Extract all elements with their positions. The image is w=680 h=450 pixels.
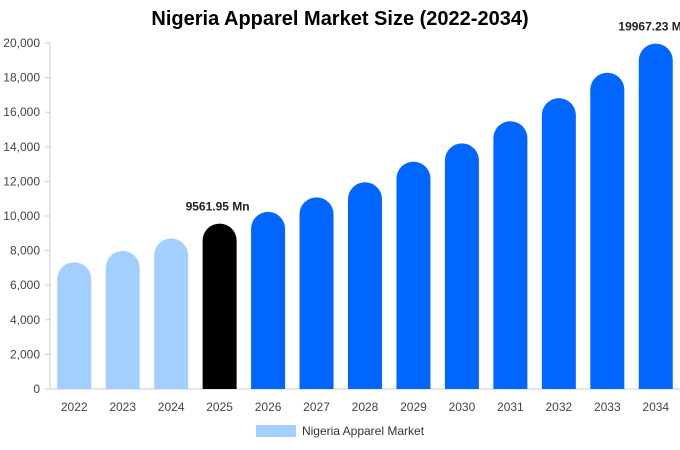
x-tick-label: 2030 (449, 400, 476, 414)
bar-2028 (348, 182, 382, 389)
bar-2023 (105, 250, 140, 389)
y-tick-label: 12,000 (3, 174, 40, 188)
x-tick-label: 2028 (352, 400, 379, 414)
x-tick-label: 2029 (400, 400, 427, 414)
bar-2030 (444, 143, 479, 389)
data-label-2025: 9561.95 Mn (186, 200, 250, 214)
x-tick-label: 2023 (109, 400, 136, 414)
y-tick-label: 8,000 (10, 244, 40, 258)
bar-2034 (638, 43, 673, 389)
data-label-2034: 19967.23 Mn (618, 20, 680, 34)
x-tick-label: 2032 (545, 400, 572, 414)
bar-2027 (299, 197, 334, 389)
y-tick-label: 0 (33, 382, 40, 396)
y-tick-label: 6,000 (10, 278, 40, 292)
x-tick-label: 2031 (497, 400, 524, 414)
y-tick-label: 10,000 (3, 209, 40, 223)
y-tick-label: 4,000 (10, 313, 40, 327)
bar-2022 (57, 262, 92, 389)
x-tick-label: 2022 (61, 400, 88, 414)
legend-swatch (255, 425, 296, 437)
x-tick-label: 2027 (303, 400, 330, 414)
x-tick-label: 2024 (158, 400, 185, 414)
bar-2033 (590, 72, 625, 390)
y-tick-label: 16,000 (3, 105, 40, 119)
legend: Nigeria Apparel Market (0, 424, 680, 438)
x-tick-label: 2025 (206, 400, 233, 414)
y-tick-label: 18,000 (3, 71, 40, 85)
x-tick-label: 2033 (594, 400, 621, 414)
y-tick-label: 20,000 (3, 36, 40, 50)
bar-2029 (396, 161, 431, 389)
bar-2026 (251, 211, 286, 389)
legend-label: Nigeria Apparel Market (301, 424, 425, 438)
bar-2032 (541, 98, 576, 389)
x-tick-label: 2034 (642, 400, 669, 414)
chart-title: Nigeria Apparel Market Size (2022-2034) (151, 8, 529, 30)
bar-2031 (493, 121, 528, 390)
x-tick-label: 2026 (255, 400, 282, 414)
y-tick-label: 14,000 (3, 140, 40, 154)
bar-2025 (202, 223, 237, 389)
bar-2024 (154, 238, 189, 389)
y-tick-label: 2,000 (10, 347, 40, 361)
